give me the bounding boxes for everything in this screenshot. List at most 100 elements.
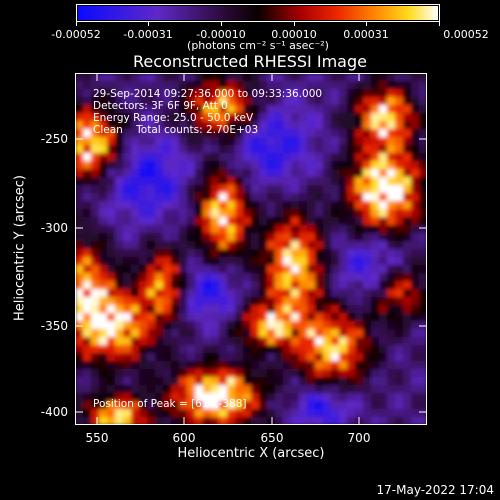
x-tick-label: 650 (260, 431, 284, 445)
image-pixel (347, 297, 356, 306)
image-pixel (123, 377, 132, 386)
image-pixel (187, 409, 196, 418)
image-pixel (171, 201, 180, 210)
image-pixel (139, 73, 148, 82)
image-pixel (379, 409, 388, 418)
image-pixel (307, 265, 316, 274)
image-pixel (267, 385, 276, 394)
image-pixel (299, 201, 308, 210)
image-pixel (387, 289, 396, 298)
image-pixel (179, 353, 188, 362)
image-pixel (131, 393, 140, 402)
image-pixel (371, 209, 380, 218)
image-pixel (387, 409, 396, 418)
image-pixel (131, 241, 140, 250)
image-pixel (251, 81, 260, 90)
image-pixel (403, 361, 412, 370)
image-pixel (411, 81, 420, 90)
image-pixel (299, 289, 308, 298)
image-pixel (411, 249, 420, 258)
image-pixel (211, 409, 220, 418)
image-pixel (91, 401, 100, 410)
image-pixel (211, 73, 220, 82)
image-pixel (123, 289, 132, 298)
image-pixel (307, 361, 316, 370)
x-axis-label: Heliocentric X (arcsec) (177, 446, 325, 461)
image-pixel (171, 305, 180, 314)
image-pixel (147, 265, 156, 274)
image-pixel (235, 121, 244, 130)
image-pixel (155, 177, 164, 186)
image-pixel (107, 409, 116, 418)
image-pixel (131, 409, 140, 418)
image-pixel (75, 81, 84, 90)
image-pixel (163, 297, 172, 306)
image-pixel (363, 257, 372, 266)
image-pixel (139, 241, 148, 250)
image-pixel (83, 361, 92, 370)
image-pixel (411, 73, 420, 82)
image-pixel (339, 169, 348, 178)
image-pixel (195, 233, 204, 242)
image-pixel (203, 217, 212, 226)
image-pixel (91, 137, 100, 146)
image-pixel (419, 81, 427, 90)
image-pixel (403, 241, 412, 250)
image-pixel (163, 121, 172, 130)
image-pixel (299, 169, 308, 178)
image-pixel (227, 417, 236, 425)
image-pixel (395, 113, 404, 122)
image-pixel (307, 289, 316, 298)
image-pixel (283, 257, 292, 266)
image-pixel (411, 313, 420, 322)
image-pixel (347, 361, 356, 370)
image-pixel (99, 353, 108, 362)
image-pixel (355, 353, 364, 362)
image-pixel (123, 121, 132, 130)
image-pixel (75, 297, 84, 306)
image-pixel (243, 169, 252, 178)
image-pixel (267, 393, 276, 402)
image-pixel (371, 401, 380, 410)
image-pixel (163, 321, 172, 330)
image-pixel (339, 385, 348, 394)
image-pixel (211, 97, 220, 106)
image-pixel (83, 321, 92, 330)
image-pixel (195, 385, 204, 394)
image-pixel (83, 193, 92, 202)
image-pixel (163, 281, 172, 290)
image-pixel (371, 361, 380, 370)
image-pixel (419, 129, 427, 138)
image-pixel (203, 97, 212, 106)
image-pixel (307, 281, 316, 290)
image-pixel (411, 257, 420, 266)
image-pixel (203, 369, 212, 378)
image-pixel (355, 129, 364, 138)
image-pixel (403, 281, 412, 290)
image-pixel (195, 337, 204, 346)
image-pixel (219, 297, 228, 306)
image-pixel (403, 417, 412, 425)
image-pixel (283, 81, 292, 90)
image-pixel (283, 249, 292, 258)
image-pixel (395, 249, 404, 258)
image-pixel (411, 105, 420, 114)
image-pixel (83, 209, 92, 218)
image-pixel (387, 225, 396, 234)
image-pixel (131, 121, 140, 130)
image-pixel (75, 369, 84, 378)
image-pixel (211, 81, 220, 90)
image-pixel (115, 129, 124, 138)
image-pixel (315, 385, 324, 394)
image-pixel (283, 305, 292, 314)
image-pixel (235, 337, 244, 346)
image-pixel (355, 265, 364, 274)
image-pixel (195, 345, 204, 354)
image-pixel (363, 385, 372, 394)
image-pixel (107, 417, 116, 425)
image-pixel (91, 97, 100, 106)
image-pixel (227, 113, 236, 122)
image-pixel (99, 113, 108, 122)
image-pixel (291, 313, 300, 322)
image-pixel (259, 361, 268, 370)
